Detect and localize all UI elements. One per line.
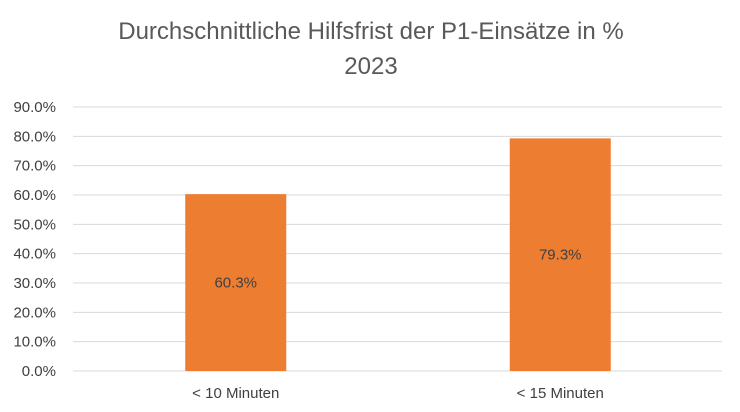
bar [509,138,611,371]
data-label: 60.3% [214,275,257,292]
y-tick-label: 70.0% [13,158,56,175]
data-labels: 60.3% 79.3% [214,247,581,292]
y-tick-label: 30.0% [13,275,56,292]
y-tick-label: 40.0% [13,246,56,263]
y-tick-label: 90.0% [13,99,56,116]
x-category-label: < 10 Minuten [192,385,279,402]
chart-title: Durchschnittliche Hilfsfrist der P1-Eins… [118,18,624,45]
x-axis-category-labels: < 10 Minuten < 15 Minuten [192,385,604,402]
data-label: 79.3% [539,247,582,264]
y-axis-tick-labels: 0.0% 10.0% 20.0% 30.0% 40.0% 50.0% 60.0% 70.0% 8… [13,99,56,380]
x-category-label: < 15 Minuten [517,385,604,402]
y-tick-label: 20.0% [13,304,56,321]
y-tick-label: 10.0% [13,334,56,351]
bar [185,194,287,371]
y-tick-label: 60.0% [13,187,56,204]
y-tick-label: 80.0% [13,128,56,145]
gridlines [73,106,722,372]
y-tick-label: 50.0% [13,216,56,233]
y-tick-label: 0.0% [22,363,56,380]
chart-subtitle: 2023 [344,53,397,80]
bars [185,138,611,371]
